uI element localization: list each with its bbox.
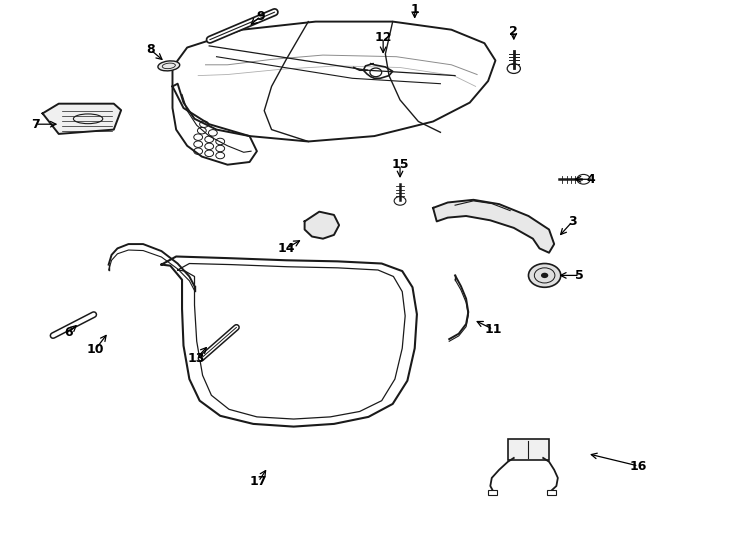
Ellipse shape xyxy=(158,61,180,71)
Polygon shape xyxy=(161,256,417,427)
Text: 16: 16 xyxy=(630,460,647,472)
Bar xyxy=(488,490,497,495)
Text: 9: 9 xyxy=(256,10,265,23)
Polygon shape xyxy=(433,200,554,253)
FancyBboxPatch shape xyxy=(508,439,549,460)
Text: 5: 5 xyxy=(575,269,584,282)
Circle shape xyxy=(541,273,548,278)
Bar xyxy=(547,490,556,495)
Circle shape xyxy=(528,264,561,287)
Text: 8: 8 xyxy=(146,43,155,56)
Text: 3: 3 xyxy=(568,215,577,228)
Text: 1: 1 xyxy=(410,3,419,16)
Polygon shape xyxy=(172,22,495,141)
Text: 15: 15 xyxy=(391,158,409,171)
Polygon shape xyxy=(172,84,257,165)
Polygon shape xyxy=(43,104,121,134)
Text: 7: 7 xyxy=(31,118,40,131)
Text: 10: 10 xyxy=(87,343,104,356)
Text: 13: 13 xyxy=(188,352,206,365)
Text: 17: 17 xyxy=(250,475,267,488)
Text: 14: 14 xyxy=(277,242,295,255)
Text: 2: 2 xyxy=(509,25,518,38)
Text: 11: 11 xyxy=(484,323,502,336)
Text: 6: 6 xyxy=(64,326,73,339)
Text: 12: 12 xyxy=(374,31,392,44)
Text: 4: 4 xyxy=(586,173,595,186)
Polygon shape xyxy=(305,212,339,239)
